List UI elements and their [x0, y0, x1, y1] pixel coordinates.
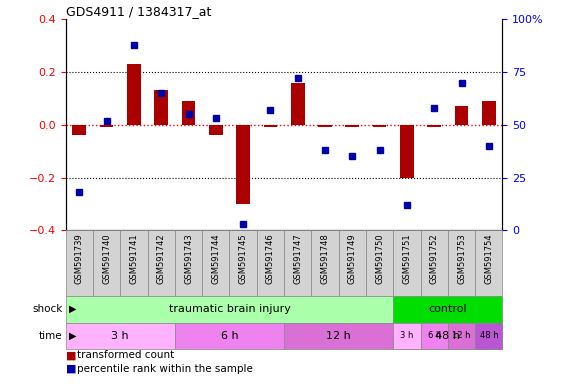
Bar: [311, 230, 339, 296]
Bar: [202, 230, 230, 296]
Bar: [93, 230, 120, 296]
Bar: [175, 323, 284, 349]
Text: control: control: [429, 304, 467, 314]
Bar: [421, 230, 448, 296]
Text: shock: shock: [33, 304, 63, 314]
Bar: [318, 125, 332, 127]
Text: GSM591739: GSM591739: [75, 233, 84, 285]
Text: 3 h: 3 h: [400, 331, 413, 341]
Text: ■: ■: [66, 364, 76, 374]
Bar: [66, 230, 93, 296]
Bar: [400, 125, 414, 177]
Text: GSM591741: GSM591741: [130, 233, 138, 284]
Bar: [345, 125, 359, 127]
Text: GSM591744: GSM591744: [211, 233, 220, 284]
Text: transformed count: transformed count: [77, 350, 174, 360]
Bar: [455, 106, 468, 125]
Text: GSM591740: GSM591740: [102, 233, 111, 284]
Bar: [175, 230, 202, 296]
Bar: [475, 230, 502, 296]
Text: GSM591746: GSM591746: [266, 233, 275, 285]
Text: GSM591747: GSM591747: [293, 233, 302, 285]
Bar: [127, 64, 140, 125]
Bar: [66, 296, 393, 323]
Text: 6 h: 6 h: [220, 331, 238, 341]
Bar: [264, 125, 278, 127]
Bar: [120, 230, 147, 296]
Bar: [154, 91, 168, 125]
Bar: [393, 296, 502, 323]
Bar: [448, 323, 475, 349]
Text: GSM591749: GSM591749: [348, 233, 357, 284]
Text: ▶: ▶: [69, 304, 76, 314]
Text: GSM591742: GSM591742: [156, 233, 166, 284]
Bar: [393, 323, 421, 349]
Bar: [284, 323, 393, 349]
Text: GSM591752: GSM591752: [430, 233, 439, 284]
Bar: [366, 230, 393, 296]
Bar: [393, 323, 502, 349]
Text: 48 h: 48 h: [436, 331, 460, 341]
Text: GDS4911 / 1384317_at: GDS4911 / 1384317_at: [66, 5, 211, 18]
Text: GSM591751: GSM591751: [403, 233, 412, 284]
Text: GSM591750: GSM591750: [375, 233, 384, 284]
Text: traumatic brain injury: traumatic brain injury: [168, 304, 291, 314]
Bar: [182, 101, 195, 125]
Bar: [475, 323, 502, 349]
Bar: [393, 230, 421, 296]
Bar: [100, 125, 114, 127]
Text: ■: ■: [66, 350, 76, 360]
Text: time: time: [39, 331, 63, 341]
Bar: [257, 230, 284, 296]
Bar: [339, 230, 366, 296]
Bar: [230, 230, 257, 296]
Text: 12 h: 12 h: [452, 331, 471, 341]
Text: GSM591753: GSM591753: [457, 233, 466, 285]
Text: GSM591745: GSM591745: [239, 233, 248, 284]
Bar: [291, 83, 304, 125]
Bar: [147, 230, 175, 296]
Text: GSM591754: GSM591754: [484, 233, 493, 284]
Text: 6 h: 6 h: [428, 331, 441, 341]
Text: percentile rank within the sample: percentile rank within the sample: [77, 364, 253, 374]
Bar: [428, 125, 441, 127]
Bar: [284, 230, 311, 296]
Bar: [73, 125, 86, 136]
Bar: [373, 125, 387, 127]
Bar: [66, 323, 175, 349]
Bar: [448, 230, 475, 296]
Text: GSM591743: GSM591743: [184, 233, 193, 285]
Text: 12 h: 12 h: [326, 331, 351, 341]
Bar: [236, 125, 250, 204]
Text: ▶: ▶: [69, 331, 76, 341]
Text: 48 h: 48 h: [480, 331, 498, 341]
Bar: [482, 101, 496, 125]
Text: 3 h: 3 h: [111, 331, 129, 341]
Text: GSM591748: GSM591748: [320, 233, 329, 285]
Bar: [421, 323, 448, 349]
Bar: [209, 125, 223, 136]
